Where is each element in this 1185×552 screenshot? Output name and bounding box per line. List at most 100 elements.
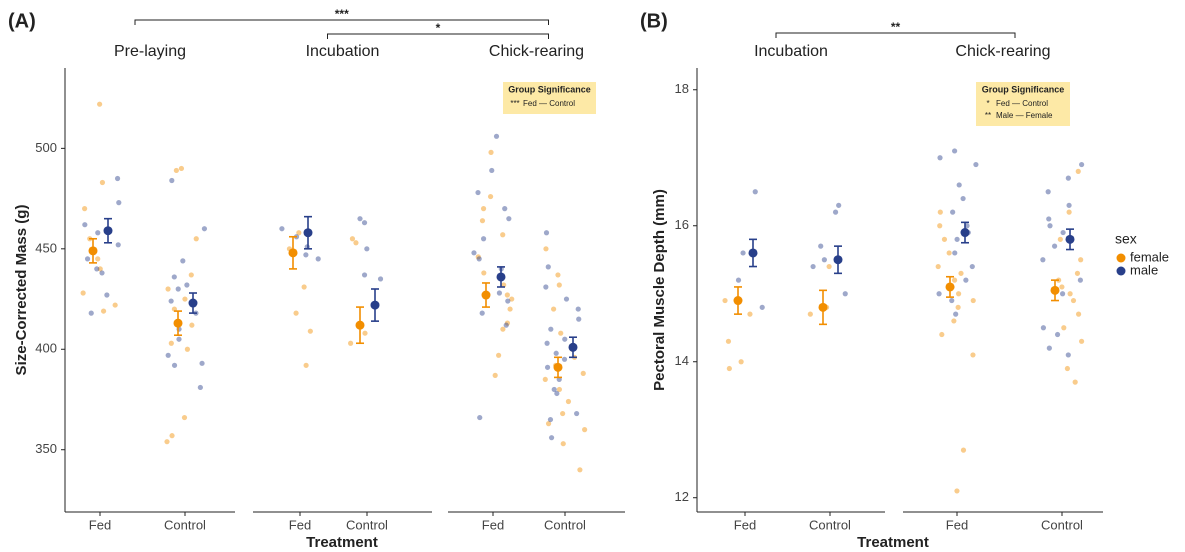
raw-point bbox=[480, 206, 487, 212]
raw-point bbox=[488, 149, 494, 155]
raw-point bbox=[949, 297, 955, 304]
raw-point bbox=[165, 352, 171, 358]
raw-point bbox=[171, 362, 178, 368]
raw-point bbox=[475, 189, 481, 196]
raw-point bbox=[952, 148, 958, 154]
raw-point bbox=[480, 236, 487, 242]
raw-point bbox=[180, 258, 186, 264]
raw-point bbox=[1072, 379, 1078, 385]
raw-point bbox=[1078, 338, 1085, 344]
raw-point bbox=[543, 284, 549, 290]
raw-point bbox=[1046, 345, 1052, 351]
raw-point bbox=[95, 230, 101, 236]
raw-point bbox=[542, 376, 548, 383]
raw-point bbox=[558, 330, 564, 336]
raw-point bbox=[1065, 175, 1071, 181]
raw-point bbox=[307, 328, 313, 334]
raw-point bbox=[487, 193, 494, 200]
raw-point bbox=[364, 246, 370, 252]
raw-point bbox=[576, 316, 582, 322]
raw-point bbox=[303, 252, 309, 258]
raw-point bbox=[582, 427, 588, 433]
raw-point bbox=[726, 365, 732, 372]
y-tick-label: 400 bbox=[35, 341, 57, 356]
significance-text: Fed — Control bbox=[523, 99, 575, 108]
raw-point bbox=[507, 306, 513, 312]
raw-point bbox=[946, 250, 952, 256]
raw-point bbox=[1079, 161, 1085, 168]
legend-label: female bbox=[1130, 249, 1169, 264]
raw-point bbox=[807, 311, 813, 317]
raw-point bbox=[496, 352, 502, 358]
raw-point bbox=[116, 200, 122, 206]
raw-point bbox=[545, 264, 551, 270]
raw-point bbox=[543, 230, 550, 236]
raw-point bbox=[560, 410, 566, 417]
raw-point bbox=[201, 226, 208, 232]
mean-point bbox=[818, 302, 828, 312]
significance-box bbox=[976, 82, 1070, 126]
raw-point bbox=[577, 467, 583, 473]
y-tick-label: 450 bbox=[35, 240, 57, 255]
raw-point bbox=[555, 272, 561, 278]
raw-point bbox=[1047, 223, 1053, 229]
raw-point bbox=[548, 326, 554, 332]
raw-point bbox=[502, 206, 508, 212]
raw-point bbox=[315, 256, 321, 262]
raw-point bbox=[97, 266, 103, 272]
mean-point bbox=[370, 300, 380, 310]
raw-point bbox=[752, 189, 758, 195]
raw-point bbox=[937, 223, 943, 229]
bracket-label: * bbox=[436, 21, 441, 35]
raw-point bbox=[1059, 291, 1066, 297]
raw-point bbox=[82, 222, 88, 228]
legend-swatch bbox=[1116, 253, 1126, 263]
raw-point bbox=[832, 209, 839, 215]
raw-point bbox=[301, 284, 307, 290]
raw-point bbox=[842, 291, 848, 297]
raw-point bbox=[551, 386, 557, 393]
raw-point bbox=[95, 256, 101, 262]
raw-point bbox=[349, 236, 356, 242]
raw-point bbox=[362, 330, 368, 336]
raw-point bbox=[169, 177, 175, 184]
raw-point bbox=[826, 263, 832, 270]
raw-point bbox=[941, 236, 948, 242]
raw-point bbox=[112, 302, 118, 308]
raw-point bbox=[1040, 257, 1046, 263]
x-tick-label: Fed bbox=[89, 517, 111, 532]
raw-point bbox=[560, 441, 566, 447]
raw-point bbox=[562, 336, 568, 342]
mean-point bbox=[833, 255, 843, 265]
raw-point bbox=[958, 270, 964, 276]
raw-point bbox=[759, 304, 765, 310]
mean-point bbox=[1065, 234, 1075, 244]
raw-point bbox=[970, 297, 976, 304]
raw-point bbox=[1066, 209, 1072, 215]
raw-point bbox=[553, 350, 559, 356]
significance-stars: ** bbox=[985, 111, 991, 120]
raw-point bbox=[493, 133, 500, 139]
mean-point bbox=[103, 226, 113, 236]
raw-point bbox=[182, 296, 188, 302]
raw-point bbox=[950, 209, 956, 215]
raw-point bbox=[479, 310, 485, 316]
raw-point bbox=[293, 310, 299, 316]
raw-point bbox=[821, 257, 827, 263]
x-tick-label: Fed bbox=[289, 517, 311, 532]
raw-point bbox=[475, 254, 481, 260]
raw-point bbox=[357, 216, 363, 222]
raw-point bbox=[937, 155, 943, 161]
mean-point bbox=[481, 290, 491, 300]
mean-point bbox=[496, 272, 506, 282]
raw-point bbox=[1077, 277, 1083, 283]
raw-point bbox=[171, 274, 177, 280]
raw-point bbox=[963, 277, 969, 283]
raw-point bbox=[361, 220, 368, 226]
x-tick-label: Fed bbox=[734, 517, 756, 532]
x-axis-label: Treatment bbox=[857, 534, 929, 551]
x-tick-label: Fed bbox=[946, 517, 968, 532]
raw-point bbox=[377, 276, 384, 282]
x-tick-label: Control bbox=[544, 517, 586, 532]
raw-point bbox=[818, 243, 824, 249]
